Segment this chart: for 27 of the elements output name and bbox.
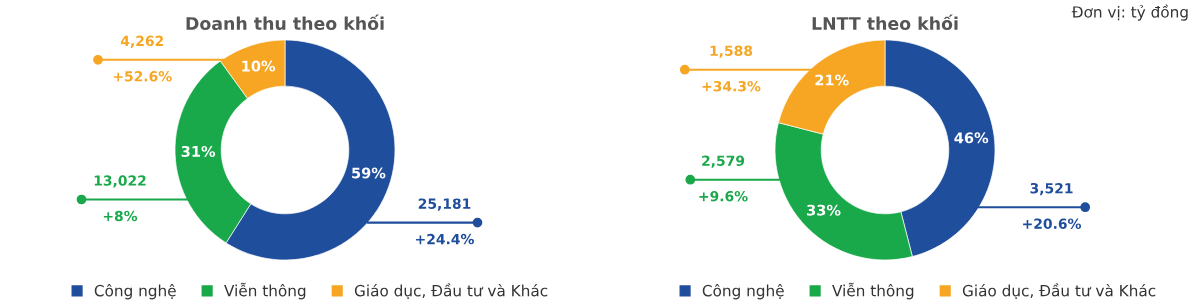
legend-label: Giáo dục, Đầu tư và Khác <box>962 283 1156 300</box>
text: 1,588 <box>710 45 753 58</box>
text: +52.6% <box>113 71 172 82</box>
text: +24.4% <box>416 233 474 245</box>
text: 3,521 <box>1030 183 1073 196</box>
legend-label: Công nghệ <box>702 283 784 300</box>
data-label: 31% <box>181 145 216 157</box>
data-label: 21% <box>815 74 849 86</box>
text: 4,262 <box>120 35 164 48</box>
text: +8% <box>103 210 138 222</box>
text: 13,022 <box>94 175 146 188</box>
data-label: 46% <box>954 132 989 144</box>
text: 25,181 <box>418 198 471 211</box>
legend-label: Viễn thông <box>832 282 914 300</box>
text: +9.6% <box>699 190 748 202</box>
text: +20.6% <box>1023 218 1082 229</box>
chart-title: Doanh thu theo khối <box>186 14 384 31</box>
text: 2,579 <box>702 155 745 168</box>
chart-title: LNTT theo khối <box>812 14 958 31</box>
data-label: 33% <box>807 204 841 216</box>
legend-label: Viễn thông <box>224 282 306 300</box>
data-label: 10% <box>242 60 276 72</box>
text: +34.3% <box>702 80 761 92</box>
text: Đơn vị: tỷ đồng <box>1071 4 1188 21</box>
legend-label: Giáo dục, Đầu tư và Khác <box>354 283 548 300</box>
legend-label: Công nghệ <box>94 283 176 300</box>
data-label: 59% <box>352 167 386 179</box>
